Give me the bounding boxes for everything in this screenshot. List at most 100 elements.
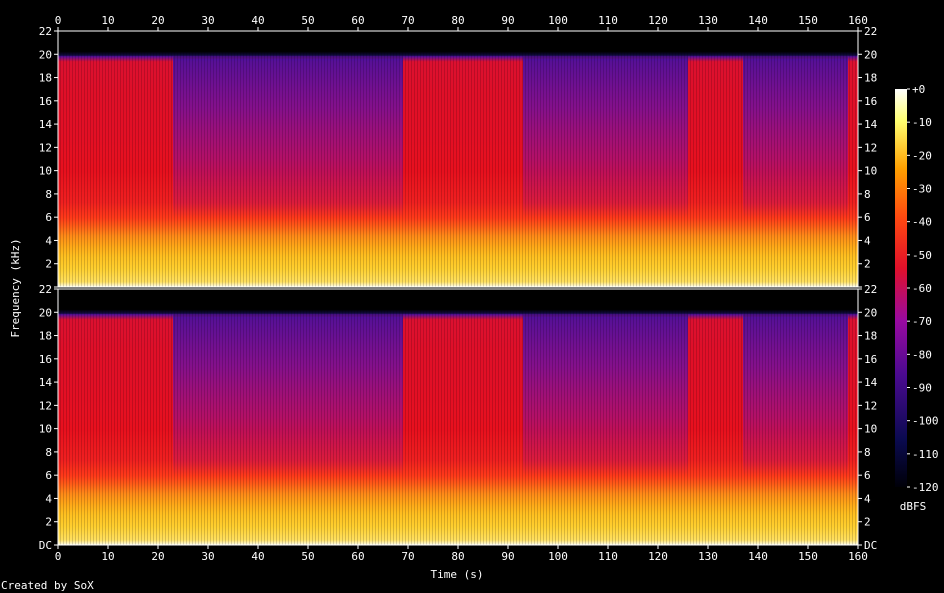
x-tick-label: 80	[451, 550, 464, 563]
colorbar-tick-label: -10	[912, 116, 932, 129]
colorbar-tick-label: -50	[912, 249, 932, 262]
x-axis-ticks: 0 0 10 10 20 20 30 30 40 40 50 50 60 60 70 70 80 80 90 90 10…	[55, 14, 868, 563]
y-tick-label: 22	[864, 25, 877, 38]
y-tick-label: 14	[864, 118, 878, 131]
y-tick-label: 10	[864, 165, 877, 178]
x-tick-label: 30	[201, 14, 214, 27]
x-tick-label: 50	[301, 14, 314, 27]
y-tick-label: 2	[45, 516, 52, 529]
y-axis-title: Frequency (kHz)	[9, 238, 22, 337]
y-tick-label: 18	[39, 330, 52, 343]
x-tick-label: 0	[55, 14, 62, 27]
y-tick-label: 20	[39, 306, 52, 319]
y-tick-label: DC	[39, 539, 52, 552]
x-tick-label: 90	[501, 14, 514, 27]
y-tick-label: 22	[39, 25, 52, 38]
x-tick-label: 60	[351, 550, 364, 563]
colorbar-tick-label: -110	[912, 448, 939, 461]
x-tick-label: 50	[301, 550, 314, 563]
x-tick-label: 120	[648, 14, 668, 27]
colorbar-tick-label: -120	[912, 481, 939, 494]
y-tick-label: 12	[39, 399, 52, 412]
y-tick-label: 2	[864, 258, 871, 271]
y-tick-label: 12	[864, 141, 877, 154]
x-tick-label: 100	[548, 550, 568, 563]
x-tick-label: 120	[648, 550, 668, 563]
colorbar-tick-label: -70	[912, 315, 932, 328]
texture-overlay	[58, 289, 858, 545]
x-tick-label: 70	[401, 14, 414, 27]
y-tick-label: 14	[864, 376, 878, 389]
x-tick-label: 140	[748, 14, 768, 27]
colorbar-tick-label: -60	[912, 282, 932, 295]
y-tick-label: DC	[864, 539, 877, 552]
y-tick-label: 6	[864, 211, 871, 224]
x-tick-label: 80	[451, 14, 464, 27]
y-tick-label: 16	[39, 95, 52, 108]
x-tick-label: 130	[698, 14, 718, 27]
x-tick-label: 10	[101, 550, 114, 563]
y-tick-label: 10	[39, 165, 52, 178]
x-tick-label: 150	[798, 550, 818, 563]
y-tick-label: 4	[864, 234, 871, 247]
y-tick-label: 2	[45, 258, 52, 271]
x-tick-label: 30	[201, 550, 214, 563]
x-tick-label: 70	[401, 550, 414, 563]
y-tick-label: 8	[864, 446, 871, 459]
y-tick-label: 6	[864, 469, 871, 482]
y-tick-label: 14	[39, 118, 53, 131]
colorbar-tick-label: -20	[912, 149, 932, 162]
x-tick-label: 20	[151, 550, 164, 563]
y-tick-label: 8	[45, 188, 52, 201]
colorbar-tick-label: -30	[912, 183, 932, 196]
x-tick-label: 90	[501, 550, 514, 563]
x-tick-label: 130	[698, 550, 718, 563]
y-tick-label: 2	[864, 516, 871, 529]
x-tick-label: 110	[598, 550, 618, 563]
y-tick-label: 16	[864, 95, 877, 108]
x-tick-label: 100	[548, 14, 568, 27]
footer-credit: Created by SoX	[1, 579, 94, 592]
y-tick-label: 6	[45, 211, 52, 224]
y-tick-label: 8	[864, 188, 871, 201]
y-tick-label: 12	[864, 399, 877, 412]
y-tick-label: 22	[39, 283, 52, 296]
y-tick-label: 6	[45, 469, 52, 482]
y-tick-label: 10	[864, 423, 877, 436]
y-tick-label: 4	[864, 492, 871, 505]
colorbar: +0 -10 -20 -30 -40 -50 -60 -70 -80 -90 -100 -110 -12…	[895, 83, 939, 513]
y-tick-label: 8	[45, 446, 52, 459]
x-tick-label: 160	[848, 550, 868, 563]
y-tick-label: 20	[864, 306, 877, 319]
x-tick-label: 10	[101, 14, 114, 27]
colorbar-tick-label: -40	[912, 216, 932, 229]
y-tick-label: 20	[864, 48, 877, 61]
colorbar-gradient	[895, 89, 907, 487]
y-axis-label: Frequency (kHz)	[9, 238, 22, 337]
x-tick-label: 40	[251, 550, 264, 563]
y-tick-label: 22	[864, 283, 877, 296]
x-tick-label: 60	[351, 14, 364, 27]
y-tick-label: 18	[39, 72, 52, 85]
x-tick-label: 20	[151, 14, 164, 27]
y-tick-label: 16	[864, 353, 877, 366]
x-tick-label: 40	[251, 14, 264, 27]
y-tick-label: 14	[39, 376, 53, 389]
y-tick-label: 18	[864, 330, 877, 343]
y-tick-label: 4	[45, 492, 52, 505]
colorbar-tick-label: -90	[912, 382, 932, 395]
x-tick-label: 140	[748, 550, 768, 563]
y-tick-label: 4	[45, 234, 52, 247]
colorbar-tick-label: +0	[912, 83, 925, 96]
y-tick-label: 18	[864, 72, 877, 85]
x-tick-label: 150	[798, 14, 818, 27]
x-tick-label: 160	[848, 14, 868, 27]
x-tick-label: 0	[55, 550, 62, 563]
colorbar-unit: dBFS	[900, 500, 927, 513]
x-axis-label: Time (s)	[431, 568, 484, 581]
y-tick-label: 10	[39, 423, 52, 436]
